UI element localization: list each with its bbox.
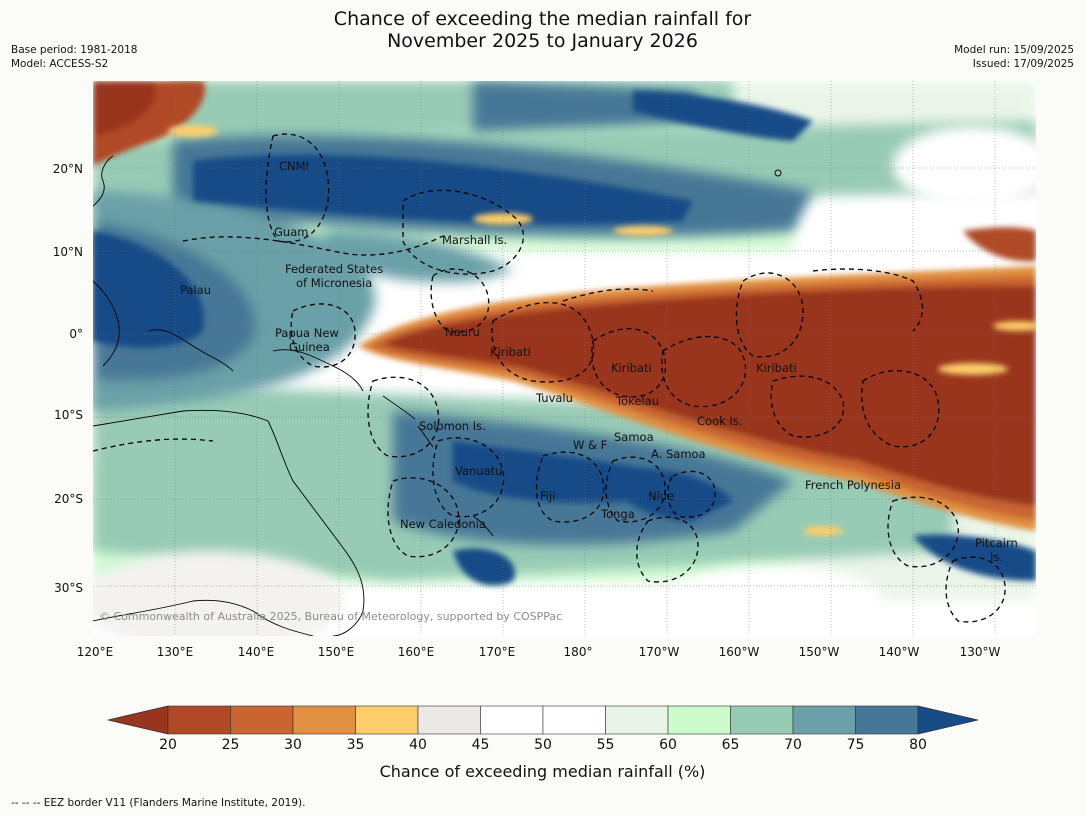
label-pitcairn-1: Pitcairn <box>975 536 1018 550</box>
lat-tick-10n: 10°N <box>52 245 83 259</box>
lon-tick-140e: 140°E <box>237 645 275 659</box>
colorbar-segment <box>292 705 356 735</box>
colorbar-segment <box>167 705 231 735</box>
label-cook: Cook Is. <box>697 414 742 428</box>
label-marshall: Marshall Is. <box>442 233 507 247</box>
colorbar-segment <box>542 705 606 735</box>
colorbar-tick-label: 50 <box>534 737 552 753</box>
model-text: Model: ACCESS-S2 <box>11 58 109 70</box>
lon-tick-140w: 140°W <box>878 645 920 659</box>
colorbar-tick-label: 35 <box>346 737 365 753</box>
colorbar-tick-label: 70 <box>784 737 802 753</box>
issued-text: Issued: 17/09/2025 <box>972 58 1074 70</box>
colorbar-segment <box>667 705 731 735</box>
colorbar-tick-label: 65 <box>721 737 740 753</box>
label-french-polynesia: French Polynesia <box>805 478 901 492</box>
meta-right: Model run: 15/09/2025 Issued: 17/09/2025 <box>954 43 1074 71</box>
base-period-text: Base period: 1981-2018 <box>11 44 138 56</box>
label-samoa: Samoa <box>614 430 654 444</box>
country-labels: CNMI Guam Marshall Is. Federated States … <box>180 159 1018 564</box>
rainfall-map: CNMI Guam Marshall Is. Federated States … <box>93 81 1036 636</box>
lon-tick-120e: 120°E <box>76 645 114 659</box>
title-line-1: Chance of exceeding the median rainfall … <box>333 8 752 30</box>
lon-tick-150e: 150°E <box>317 645 355 659</box>
colorbar-tick-label: 75 <box>846 737 865 753</box>
label-pitcairn-2: Is. <box>990 550 1003 564</box>
colorbar-segment <box>230 705 294 735</box>
lon-tick-130e: 130°E <box>156 645 194 659</box>
lat-tick-0: 0° <box>69 327 83 341</box>
colorbar-segment <box>792 705 856 735</box>
eez-borders <box>93 133 1006 623</box>
label-tonga: Tonga <box>600 507 635 521</box>
label-tuvalu: Tuvalu <box>535 391 573 405</box>
lon-tick-130w: 130°W <box>959 645 1001 659</box>
lon-tick-160e: 160°E <box>397 645 435 659</box>
label-fsm-2: of Micronesia <box>296 276 372 290</box>
meta-left: Base period: 1981-2018 Model: ACCESS-S2 <box>11 43 137 71</box>
lat-tick-30s: 30°S <box>54 581 83 595</box>
map-canvas: CNMI Guam Marshall Is. Federated States … <box>93 81 1036 636</box>
label-fsm-1: Federated States <box>285 262 383 276</box>
lon-tick-150w: 150°W <box>798 645 840 659</box>
label-niue: Niue <box>648 489 674 503</box>
colorbar-tick-label: 55 <box>596 737 615 753</box>
label-wf: W & F <box>573 438 607 452</box>
label-fiji: Fiji <box>540 489 555 503</box>
copyright-text: © Commonwealth of Australia 2025, Bureau… <box>99 610 563 623</box>
colorbar-segment <box>417 705 481 735</box>
probability-field <box>93 81 1036 636</box>
label-kiribati-east: Kiribati <box>756 361 797 375</box>
colorbar-segment <box>605 705 669 735</box>
model-run-text: Model run: 15/09/2025 <box>954 44 1074 56</box>
colorbar-tick-label: 20 <box>159 737 177 753</box>
colorbar-segments <box>107 705 979 735</box>
label-palau: Palau <box>180 283 211 297</box>
colorbar-segment <box>855 705 919 735</box>
chart-title: Chance of exceeding the median rainfall … <box>0 8 1085 52</box>
colorbar-extend-low <box>107 705 169 735</box>
colorbar-tick-label: 45 <box>471 737 490 753</box>
colorbar-segment <box>480 705 544 735</box>
label-png-1: Papua New <box>275 326 339 340</box>
lat-tick-20n: 20°N <box>52 162 83 176</box>
lat-tick-20s: 20°S <box>54 492 83 506</box>
label-vanuatu: Vanuatu <box>455 464 502 478</box>
lat-tick-10s: 10°S <box>54 408 83 422</box>
label-new-caledonia: New Caledonia <box>400 517 486 531</box>
lon-tick-170w: 170°W <box>638 645 680 659</box>
colorbar-tick-label: 30 <box>284 737 302 753</box>
colorbar-tick-label: 40 <box>409 737 427 753</box>
colorbar-label: Chance of exceeding median rainfall (%) <box>379 762 706 781</box>
lon-tick-180: 180° <box>563 645 593 659</box>
colorbar-segment <box>730 705 794 735</box>
colorbar-tick-label: 25 <box>221 737 240 753</box>
title-line-2: November 2025 to January 2026 <box>387 30 698 52</box>
label-png-2: Guinea <box>289 340 330 354</box>
colorbar-extend-high <box>917 705 979 735</box>
lon-tick-160w: 160°W <box>718 645 760 659</box>
label-kiribati-central: Kiribati <box>611 361 652 375</box>
label-cnmi: CNMI <box>279 159 309 173</box>
graticule <box>93 81 1036 636</box>
colorbar-segment <box>355 705 419 735</box>
label-guam: Guam <box>274 225 308 239</box>
label-nauru: Nauru <box>445 325 480 339</box>
label-tokelau: Tokelau <box>615 394 659 408</box>
label-american-samoa: A. Samoa <box>651 447 706 461</box>
colorbar <box>107 705 979 735</box>
colorbar-tick-label: 80 <box>909 737 927 753</box>
label-kiribati-west: Kiribati <box>490 345 531 359</box>
colorbar-tick-label: 60 <box>659 737 677 753</box>
label-solomon: Solomon Is. <box>419 419 486 433</box>
lon-tick-170e: 170°E <box>478 645 516 659</box>
eez-legend-note: -- -- -- EEZ border V11 (Flanders Marine… <box>11 797 306 809</box>
